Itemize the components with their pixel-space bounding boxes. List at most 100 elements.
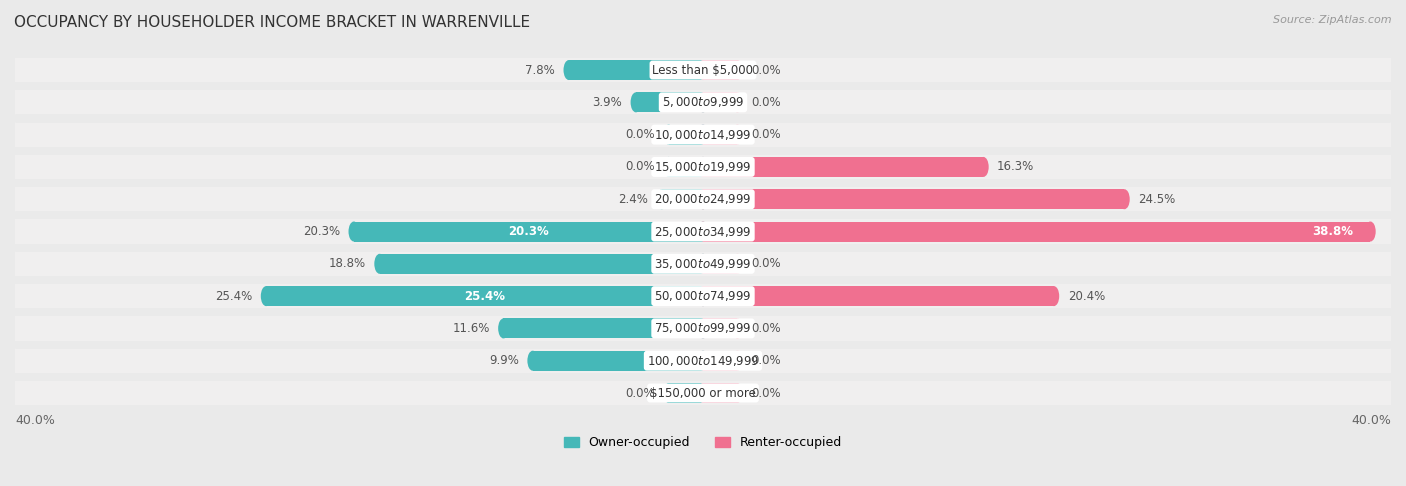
Circle shape	[697, 318, 709, 338]
Circle shape	[1385, 284, 1398, 308]
Text: 3.9%: 3.9%	[592, 96, 623, 109]
Circle shape	[664, 383, 673, 403]
Circle shape	[630, 92, 641, 112]
Circle shape	[697, 92, 709, 112]
Text: 20.4%: 20.4%	[1067, 290, 1105, 303]
Circle shape	[697, 222, 709, 242]
Circle shape	[1385, 348, 1398, 373]
Bar	[15, 316, 1391, 341]
Text: $15,000 to $19,999: $15,000 to $19,999	[654, 160, 752, 174]
Text: 0.0%: 0.0%	[626, 386, 655, 399]
Circle shape	[8, 122, 21, 147]
Circle shape	[8, 219, 21, 243]
Circle shape	[697, 157, 709, 177]
Text: $50,000 to $74,999: $50,000 to $74,999	[654, 289, 752, 303]
Text: 20.3%: 20.3%	[508, 225, 548, 238]
Circle shape	[697, 383, 709, 403]
Bar	[266, 286, 703, 306]
Text: 7.8%: 7.8%	[526, 64, 555, 76]
Bar	[669, 124, 703, 145]
Circle shape	[8, 316, 21, 341]
Text: $35,000 to $49,999: $35,000 to $49,999	[654, 257, 752, 271]
Bar	[15, 348, 1391, 373]
Circle shape	[8, 155, 21, 179]
Bar	[669, 383, 703, 403]
Circle shape	[697, 254, 709, 274]
Text: 2.4%: 2.4%	[619, 193, 648, 206]
Circle shape	[8, 381, 21, 405]
Circle shape	[697, 124, 709, 145]
Circle shape	[697, 286, 709, 306]
Text: 0.0%: 0.0%	[751, 96, 780, 109]
Circle shape	[1385, 122, 1398, 147]
Text: 38.8%: 38.8%	[1312, 225, 1353, 238]
Circle shape	[664, 157, 673, 177]
Text: $150,000 or more: $150,000 or more	[650, 386, 756, 399]
Bar	[703, 254, 737, 274]
Bar	[703, 157, 983, 177]
Circle shape	[733, 383, 742, 403]
Text: 0.0%: 0.0%	[751, 386, 780, 399]
Circle shape	[697, 318, 709, 338]
Text: 20.3%: 20.3%	[302, 225, 340, 238]
Bar	[669, 157, 703, 177]
Bar	[636, 92, 703, 112]
Text: $100,000 to $149,999: $100,000 to $149,999	[647, 354, 759, 368]
Text: 0.0%: 0.0%	[751, 322, 780, 335]
Circle shape	[697, 124, 709, 145]
Circle shape	[733, 351, 742, 371]
Bar	[15, 58, 1391, 82]
Circle shape	[733, 124, 742, 145]
Text: 11.6%: 11.6%	[453, 322, 489, 335]
Circle shape	[697, 383, 709, 403]
Bar	[703, 60, 737, 80]
Circle shape	[697, 60, 709, 80]
Circle shape	[697, 222, 709, 242]
Circle shape	[697, 286, 709, 306]
Text: 0.0%: 0.0%	[751, 128, 780, 141]
Circle shape	[733, 92, 742, 112]
Bar	[15, 252, 1391, 276]
Text: 0.0%: 0.0%	[626, 160, 655, 174]
Bar	[703, 351, 737, 371]
Bar	[703, 318, 737, 338]
Text: 0.0%: 0.0%	[751, 257, 780, 270]
Bar	[15, 381, 1391, 405]
Text: 40.0%: 40.0%	[1351, 414, 1391, 427]
Circle shape	[697, 60, 709, 80]
Circle shape	[657, 189, 666, 209]
Bar	[662, 189, 703, 209]
Text: $20,000 to $24,999: $20,000 to $24,999	[654, 192, 752, 206]
Circle shape	[8, 284, 21, 308]
Circle shape	[733, 60, 742, 80]
Circle shape	[697, 254, 709, 274]
Bar	[533, 351, 703, 371]
Circle shape	[8, 58, 21, 82]
Circle shape	[349, 222, 359, 242]
Bar	[354, 222, 703, 242]
Text: 24.5%: 24.5%	[1139, 193, 1175, 206]
Bar	[503, 318, 703, 338]
Circle shape	[8, 187, 21, 211]
Circle shape	[374, 254, 385, 274]
Text: 18.8%: 18.8%	[329, 257, 366, 270]
Circle shape	[1385, 155, 1398, 179]
Circle shape	[1049, 286, 1059, 306]
Circle shape	[1119, 189, 1130, 209]
Text: 40.0%: 40.0%	[15, 414, 55, 427]
Circle shape	[664, 124, 673, 145]
Circle shape	[1385, 58, 1398, 82]
Bar	[15, 90, 1391, 114]
Circle shape	[1365, 222, 1375, 242]
Bar	[15, 122, 1391, 147]
Circle shape	[564, 60, 574, 80]
Text: 16.3%: 16.3%	[997, 160, 1035, 174]
Circle shape	[1385, 316, 1398, 341]
Circle shape	[1385, 219, 1398, 243]
Bar	[15, 219, 1391, 243]
Text: $75,000 to $99,999: $75,000 to $99,999	[654, 321, 752, 335]
Bar	[15, 187, 1391, 211]
Circle shape	[1385, 187, 1398, 211]
Bar	[703, 189, 1125, 209]
Circle shape	[979, 157, 988, 177]
